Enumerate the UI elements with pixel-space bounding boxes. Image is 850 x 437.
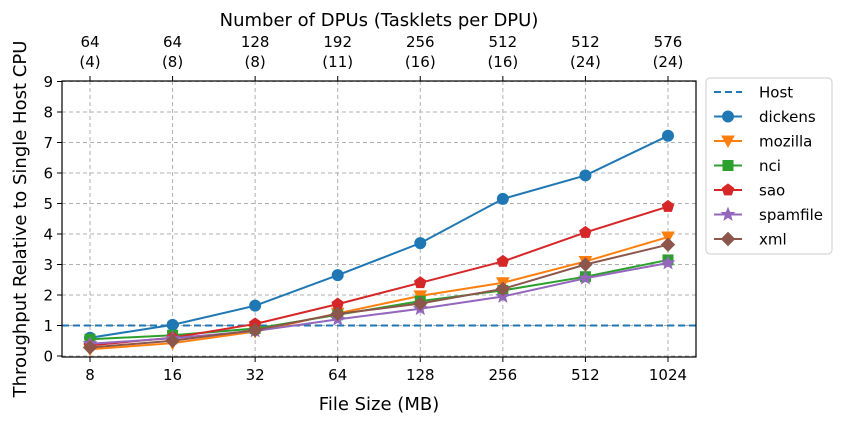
top-tick-label-tasklets: (4)	[79, 53, 100, 71]
y-tick-label: 5	[43, 195, 53, 213]
legend-marker-sao	[721, 183, 735, 196]
y-tick-label: 6	[43, 165, 53, 183]
legend-marker-xml	[720, 231, 736, 247]
legend-entry-dickens: dickens	[714, 108, 816, 126]
x-tick-label: 128	[406, 366, 435, 384]
series-layer	[82, 129, 676, 357]
top-tick-label-dpus: 256	[406, 33, 435, 51]
y-tick-label: 4	[43, 226, 53, 244]
y-tick-label: 1	[43, 317, 53, 335]
legend-marker-dickens	[722, 110, 734, 123]
top-tick-label-dpus: 64	[80, 33, 99, 51]
legend: Host dickens mozilla nci sao spamfile xml	[705, 77, 833, 255]
y-axis: 0 1 2 3 4 5 6 7 8 9	[43, 73, 62, 366]
data-point-xml	[413, 296, 428, 311]
data-point-dickens	[496, 192, 509, 205]
top-tick-label-tasklets: (16)	[487, 53, 518, 71]
y-tick-label: 3	[43, 256, 53, 274]
data-point-xml	[165, 333, 180, 348]
top-tick-label-tasklets: (11)	[322, 53, 353, 71]
x-axis-title: File Size (MB)	[319, 394, 439, 415]
y-tick-label: 7	[43, 134, 53, 152]
legend-label-mozilla: mozilla	[759, 133, 812, 151]
y-tick-label: 8	[43, 104, 53, 122]
data-point-dickens	[166, 318, 179, 331]
legend-marker-mozilla	[721, 135, 735, 149]
plot-area-frame	[61, 80, 697, 358]
y-tick-label: 2	[43, 287, 53, 305]
grid	[62, 81, 696, 357]
x-tick-label: 1024	[649, 366, 687, 384]
y-tick-label: 9	[43, 73, 53, 91]
data-point-sao	[413, 276, 427, 289]
data-point-xml	[660, 237, 676, 252]
data-point-xml	[247, 322, 263, 338]
top-axis: 64 (4) 64 (8) 128 (8) 192 (11) 256 (16) 512 (16) 512…	[79, 33, 683, 81]
data-point-xml	[82, 340, 98, 355]
legend-label-xml: xml	[759, 231, 787, 249]
series-line-sao	[89, 205, 669, 347]
x-tick-label: 512	[571, 366, 600, 384]
x-tick-label: 64	[328, 366, 347, 384]
series-xml	[82, 237, 676, 355]
data-point-sao	[579, 225, 592, 238]
legend-label-dickens: dickens	[759, 108, 816, 126]
data-point-dickens	[579, 169, 592, 182]
top-tick-label-dpus: 192	[323, 33, 352, 51]
legend-marker-nci	[722, 160, 734, 171]
top-tick-label-dpus: 576	[654, 33, 683, 51]
top-tick-label-tasklets: (8)	[162, 53, 183, 71]
legend-entry-spamfile: spamfile	[714, 206, 823, 224]
legend-marker-spamfile	[720, 206, 736, 221]
data-point-dickens	[331, 269, 344, 282]
top-tick-label-dpus: 512	[571, 33, 600, 51]
x-tick-label: 32	[246, 366, 265, 384]
top-tick-label-dpus: 128	[241, 33, 270, 51]
top-tick-label-dpus: 64	[163, 33, 182, 51]
data-point-dickens	[661, 129, 674, 142]
data-point-xml	[330, 306, 345, 322]
top-tick-label-tasklets: (8)	[245, 53, 266, 71]
x-axis: 8 16 32 64 128 256 512 1024	[85, 357, 687, 384]
data-point-dickens	[249, 299, 262, 312]
series-line-spamfile	[89, 261, 669, 345]
data-point-sao	[496, 254, 510, 267]
data-point-spamfile	[577, 270, 593, 285]
x-tick-label: 8	[85, 366, 95, 384]
legend-label-nci: nci	[759, 157, 781, 175]
data-point-xml	[578, 257, 593, 272]
data-point-xml	[495, 281, 511, 297]
legend-label-Host: Host	[759, 84, 793, 102]
series-dickens	[84, 129, 674, 344]
series-line-xml	[89, 243, 669, 349]
legend-entry-nci: nci	[714, 157, 781, 175]
x-tick-label: 256	[489, 366, 518, 384]
legend-entry-sao: sao	[714, 182, 785, 200]
legend-box	[705, 77, 833, 255]
top-tick-label-tasklets: (24)	[653, 53, 684, 71]
top-axis-title: Number of DPUs (Tasklets per DPU)	[220, 10, 539, 31]
x-tick-label: 16	[163, 366, 182, 384]
legend-entry-mozilla: mozilla	[714, 133, 812, 151]
y-tick-label: 0	[43, 348, 53, 366]
top-tick-label-dpus: 512	[489, 33, 518, 51]
series-line-dickens	[89, 134, 669, 339]
data-point-sao	[661, 199, 675, 212]
top-tick-label-tasklets: (24)	[570, 53, 601, 71]
legend-label-sao: sao	[759, 182, 785, 200]
legend-label-spamfile: spamfile	[759, 206, 823, 224]
data-point-dickens	[414, 237, 427, 250]
y-axis-title: Throughput Relative to Single Host CPU	[10, 41, 31, 399]
legend-entry-Host: Host	[714, 84, 793, 102]
legend-entry-xml: xml	[714, 231, 787, 249]
top-tick-label-tasklets: (16)	[405, 53, 436, 71]
data-point-spamfile	[660, 255, 676, 270]
series-line-mozilla	[89, 236, 669, 351]
